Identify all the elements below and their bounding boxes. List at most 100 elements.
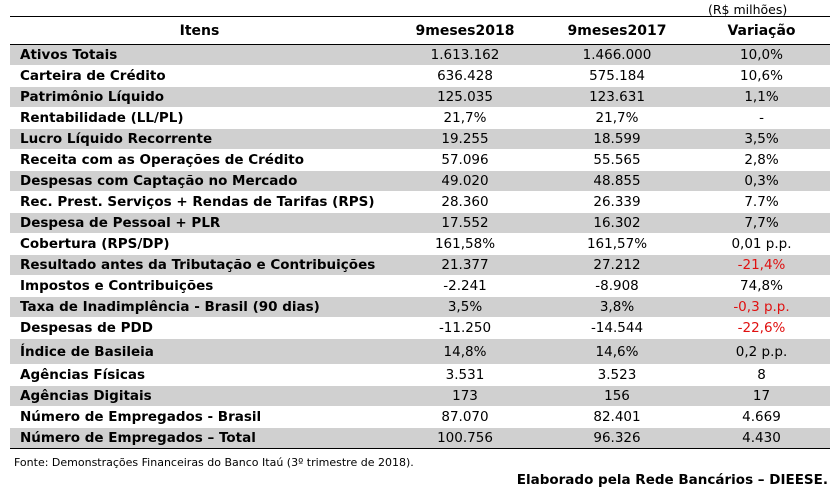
- credit-note: Elaborado pela Rede Bancários – DIEESE.: [516, 472, 828, 488]
- table-row: Receita com as Operações de Crédito 57.0…: [10, 149, 830, 171]
- value-2017: 3.523: [541, 364, 693, 386]
- variation: 2,8%: [693, 149, 830, 171]
- table-row: Lucro Líquido Recorrente 19.255 18.599 3…: [10, 128, 830, 150]
- row-label: Impostos e Contribuições: [10, 275, 389, 297]
- table-row: Número de Empregados – Total 100.756 96.…: [10, 427, 830, 449]
- table-row: Resultado antes da Tributação e Contribu…: [10, 254, 830, 276]
- financial-table: Itens 9meses2018 9meses2017 Variação Ati…: [10, 16, 830, 449]
- variation-negative: -21,4%: [693, 254, 830, 276]
- row-label: Carteira de Crédito: [10, 65, 389, 87]
- variation: -: [693, 107, 830, 129]
- table-row: Despesa de Pessoal + PLR 17.552 16.302 7…: [10, 212, 830, 234]
- value-2017: 21,7%: [541, 107, 693, 129]
- table-row: Agências Digitais 173 156 17: [10, 385, 830, 407]
- row-label: Receita com as Operações de Crédito: [10, 149, 389, 171]
- row-label: Lucro Líquido Recorrente: [10, 128, 389, 150]
- value-2018: 636.428: [389, 65, 541, 87]
- value-2017: 16.302: [541, 212, 693, 234]
- variation: 74,8%: [693, 275, 830, 297]
- variation: 10,0%: [693, 44, 830, 66]
- header-9meses2018: 9meses2018: [389, 16, 541, 45]
- value-2017: 161,57%: [541, 233, 693, 255]
- row-label: Número de Empregados - Brasil: [10, 406, 389, 428]
- variation-negative: -22,6%: [693, 317, 830, 339]
- header-9meses2017: 9meses2017: [541, 16, 693, 45]
- row-label: Despesas com Captação no Mercado: [10, 170, 389, 192]
- value-2017: 26.339: [541, 191, 693, 213]
- value-2018: 125.035: [389, 86, 541, 108]
- value-2018: 1.613.162: [389, 44, 541, 66]
- variation: 0,01 p.p.: [693, 233, 830, 255]
- row-label: Resultado antes da Tributação e Contribu…: [10, 254, 389, 276]
- value-2017: 18.599: [541, 128, 693, 150]
- value-2018: 3,5%: [389, 296, 541, 318]
- table-row: Número de Empregados - Brasil 87.070 82.…: [10, 406, 830, 428]
- row-label: Índice de Basileia: [10, 338, 389, 365]
- row-label: Agências Digitais: [10, 385, 389, 407]
- table-row: Ativos Totais 1.613.162 1.466.000 10,0%: [10, 44, 830, 66]
- value-2018: 28.360: [389, 191, 541, 213]
- value-2017: 96.326: [541, 427, 693, 449]
- row-label: Taxa de Inadimplência - Brasil (90 dias): [10, 296, 389, 318]
- value-2018: 161,58%: [389, 233, 541, 255]
- value-2017: 1.466.000: [541, 44, 693, 66]
- variation: 8: [693, 364, 830, 386]
- units-note: (R$ milhões): [708, 2, 788, 17]
- value-2018: 14,8%: [389, 338, 541, 365]
- value-2017: 575.184: [541, 65, 693, 87]
- variation: 0,2 p.p.: [693, 338, 830, 365]
- variation: 0,3%: [693, 170, 830, 192]
- table-row: Taxa de Inadimplência - Brasil (90 dias)…: [10, 296, 830, 318]
- table-row: Rec. Prest. Serviços + Rendas de Tarifas…: [10, 191, 830, 213]
- variation: 4.430: [693, 427, 830, 449]
- variation: 7,7%: [693, 212, 830, 234]
- row-label: Rec. Prest. Serviços + Rendas de Tarifas…: [10, 191, 389, 213]
- value-2018: 17.552: [389, 212, 541, 234]
- row-label: Agências Físicas: [10, 364, 389, 386]
- value-2018: 19.255: [389, 128, 541, 150]
- variation: 7.7%: [693, 191, 830, 213]
- value-2018: 173: [389, 385, 541, 407]
- table-row: Índice de Basileia 14,8% 14,6% 0,2 p.p.: [10, 338, 830, 365]
- row-label: Número de Empregados – Total: [10, 427, 389, 449]
- value-2017: 14,6%: [541, 338, 693, 365]
- value-2017: 123.631: [541, 86, 693, 108]
- variation-negative: -0,3 p.p.: [693, 296, 830, 318]
- value-2018: -2.241: [389, 275, 541, 297]
- source-note: Fonte: Demonstrações Financeiras do Banc…: [14, 456, 414, 469]
- value-2017: 48.855: [541, 170, 693, 192]
- variation: 10,6%: [693, 65, 830, 87]
- table-row: Carteira de Crédito 636.428 575.184 10,6…: [10, 65, 830, 87]
- table-header-row: Itens 9meses2018 9meses2017 Variação: [10, 16, 830, 45]
- value-2017: 3,8%: [541, 296, 693, 318]
- row-label: Ativos Totais: [10, 44, 389, 66]
- header-itens: Itens: [10, 16, 389, 45]
- value-2018: 3.531: [389, 364, 541, 386]
- value-2018: 100.756: [389, 427, 541, 449]
- value-2018: -11.250: [389, 317, 541, 339]
- table-row: Impostos e Contribuições -2.241 -8.908 7…: [10, 275, 830, 297]
- value-2018: 21.377: [389, 254, 541, 276]
- row-label: Despesa de Pessoal + PLR: [10, 212, 389, 234]
- value-2018: 49.020: [389, 170, 541, 192]
- value-2018: 87.070: [389, 406, 541, 428]
- value-2017: 82.401: [541, 406, 693, 428]
- value-2018: 21,7%: [389, 107, 541, 129]
- header-variacao: Variação: [693, 16, 830, 45]
- table-row: Cobertura (RPS/DP) 161,58% 161,57% 0,01 …: [10, 233, 830, 255]
- row-label: Rentabilidade (LL/PL): [10, 107, 389, 129]
- value-2017: 27.212: [541, 254, 693, 276]
- variation: 4.669: [693, 406, 830, 428]
- row-label: Cobertura (RPS/DP): [10, 233, 389, 255]
- variation: 17: [693, 385, 830, 407]
- table-row: Despesas com Captação no Mercado 49.020 …: [10, 170, 830, 192]
- row-label: Patrimônio Líquido: [10, 86, 389, 108]
- table-row: Despesas de PDD -11.250 -14.544 -22,6%: [10, 317, 830, 339]
- table-row: Agências Físicas 3.531 3.523 8: [10, 364, 830, 386]
- table-row: Rentabilidade (LL/PL) 21,7% 21,7% -: [10, 107, 830, 129]
- variation: 3,5%: [693, 128, 830, 150]
- row-label: Despesas de PDD: [10, 317, 389, 339]
- value-2017: 55.565: [541, 149, 693, 171]
- value-2018: 57.096: [389, 149, 541, 171]
- value-2017: 156: [541, 385, 693, 407]
